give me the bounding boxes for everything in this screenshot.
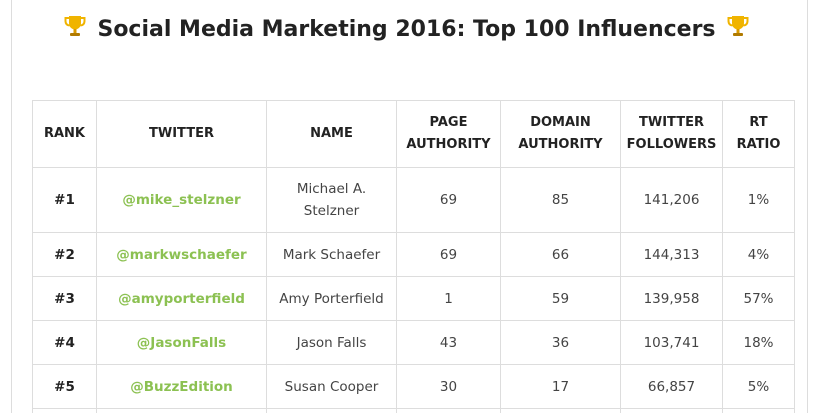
rank-cell: #4 [32, 320, 97, 365]
right-border [807, 0, 808, 413]
twitter-handle-cell: @BuzzEdition [96, 364, 267, 409]
table-row: #2 @markwschaefer Mark Schaefer 69 66 14… [32, 232, 795, 277]
header-rank: RANK [32, 100, 97, 168]
page-authority-cell: 69 [396, 167, 501, 233]
header-twitter: TWITTER [96, 100, 267, 168]
name-cell: Amy Porterfield [266, 276, 397, 321]
rt-ratio-cell: 5% [722, 364, 795, 409]
twitter-handle-cell: @markwschaefer [96, 232, 267, 277]
twitter-handle-cell: @mike_stelzner [96, 167, 267, 233]
twitter-handle-link[interactable]: @amyporterfield [118, 290, 245, 307]
page-authority-cell: 1 [396, 276, 501, 321]
twitter-handle-link[interactable]: @mike_stelzner [122, 192, 241, 208]
followers-cell: 139,958 [620, 276, 723, 321]
domain-authority-cell: 66 [500, 232, 621, 277]
domain-authority-cell: 85 [500, 167, 621, 233]
followers-cell: 66,857 [620, 364, 723, 409]
twitter-handle-link[interactable]: @markwschaefer [116, 246, 247, 263]
rt-ratio-cell: 1% [722, 167, 795, 233]
header-domain-authority: DOMAIN AUTHORITY [500, 100, 621, 168]
table-row: #5 @BuzzEdition Susan Cooper 30 17 66,85… [32, 364, 795, 409]
table-row: #3 @amyporterfield Amy Porterfield 1 59 … [32, 276, 795, 321]
rank-cell: #1 [32, 167, 97, 233]
domain-authority-cell: 17 [500, 364, 621, 409]
rt-ratio-cell: 18% [722, 320, 795, 365]
followers-cell: 103,741 [620, 320, 723, 365]
twitter-handle-link[interactable]: @BuzzEdition [130, 378, 233, 395]
name-cell: Michael A. Stelzner [266, 167, 397, 233]
page-authority-cell: 69 [396, 232, 501, 277]
name-cell: Susan Cooper [266, 364, 397, 409]
table-header-row: RANK TWITTER NAME PAGE AUTHORITY DOMAIN AU… [32, 100, 795, 168]
followers-cell: 141,206 [620, 167, 723, 233]
trophy-icon [64, 16, 86, 36]
rt-ratio-cell: 57% [722, 276, 795, 321]
trophy-icon [727, 16, 749, 36]
page-title: Social Media Marketing 2016: Top 100 Inf… [0, 14, 813, 42]
header-rt-ratio: RT RATIO [722, 100, 795, 168]
name-cell: Mark Schaefer [266, 232, 397, 277]
table-row-partial [32, 408, 795, 413]
table-row: #1 @mike_stelzner Michael A. Stelzner 69 … [32, 167, 795, 233]
header-twitter-followers: TWITTER FOLLOWERS [620, 100, 723, 168]
rank-cell: #2 [32, 232, 97, 277]
page-authority-cell: 43 [396, 320, 501, 365]
followers-cell: 144,313 [620, 232, 723, 277]
domain-authority-cell: 59 [500, 276, 621, 321]
header-name: NAME [266, 100, 397, 168]
page-authority-cell: 30 [396, 364, 501, 409]
table-row: #4 @JasonFalls Jason Falls 43 36 103,741… [32, 320, 795, 365]
rank-cell: #3 [32, 276, 97, 321]
domain-authority-cell: 36 [500, 320, 621, 365]
influencers-table: RANK TWITTER NAME PAGE AUTHORITY DOMAIN AU… [32, 100, 795, 413]
rank-cell: #5 [32, 364, 97, 409]
twitter-handle-cell: @amyporterfield [96, 276, 267, 321]
header-page-authority: PAGE AUTHORITY [396, 100, 501, 168]
title-text: Social Media Marketing 2016: Top 100 Inf… [97, 17, 716, 42]
twitter-handle-link[interactable]: @JasonFalls [136, 334, 227, 351]
twitter-handle-cell: @JasonFalls [96, 320, 267, 365]
left-border [11, 0, 12, 413]
name-cell: Jason Falls [266, 320, 397, 365]
rt-ratio-cell: 4% [722, 232, 795, 277]
